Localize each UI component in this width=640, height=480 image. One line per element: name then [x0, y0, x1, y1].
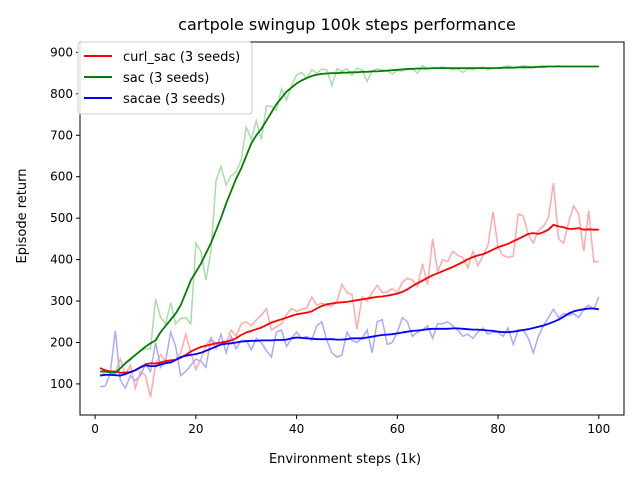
- smoothed-series-lines: [99, 65, 599, 377]
- y-tick-label: 100: [50, 377, 73, 391]
- x-tick-label: 20: [188, 422, 203, 436]
- y-tick-label: 800: [50, 87, 73, 101]
- y-axis-label: Episode return: [15, 169, 30, 264]
- y-tick-label: 900: [50, 45, 73, 59]
- legend-box: [77, 41, 253, 115]
- x-tick-label: 0: [91, 422, 99, 436]
- plot-frame: [79, 41, 625, 416]
- legend: curl_sac (3 seeds) sac (3 seeds) sacae (…: [77, 41, 253, 115]
- x-tick-label: 100: [587, 422, 610, 436]
- x-tick-label: 60: [390, 422, 405, 436]
- raw-line-curl-sac: [99, 182, 599, 398]
- legend-label-sacae: sacae (3 seeds): [123, 92, 225, 107]
- smoothed-line-sac: [100, 65, 599, 374]
- y-tick-label: 500: [50, 211, 73, 225]
- x-tick-label: 80: [490, 422, 505, 436]
- axes: 0 20 40 60 80 100 100 200 300 400 500 600 700 800 900: [50, 41, 625, 436]
- y-tick-label: 200: [50, 335, 73, 349]
- raw-line-sacae: [99, 296, 600, 390]
- y-tick-label: 300: [50, 294, 73, 308]
- smoothed-line-sacae: [99, 307, 599, 377]
- legend-label-sac: sac (3 seeds): [123, 71, 209, 86]
- y-tick-label: 400: [50, 253, 73, 267]
- x-axis-label: Environment steps (1k): [269, 452, 421, 467]
- legend-label-curl-sac: curl_sac (3 seeds): [123, 50, 240, 65]
- chart-title: cartpole swingup 100k steps performance: [178, 15, 516, 34]
- y-tick-label: 700: [50, 128, 73, 142]
- x-tick-label: 40: [289, 422, 304, 436]
- y-tick-label: 600: [50, 170, 73, 184]
